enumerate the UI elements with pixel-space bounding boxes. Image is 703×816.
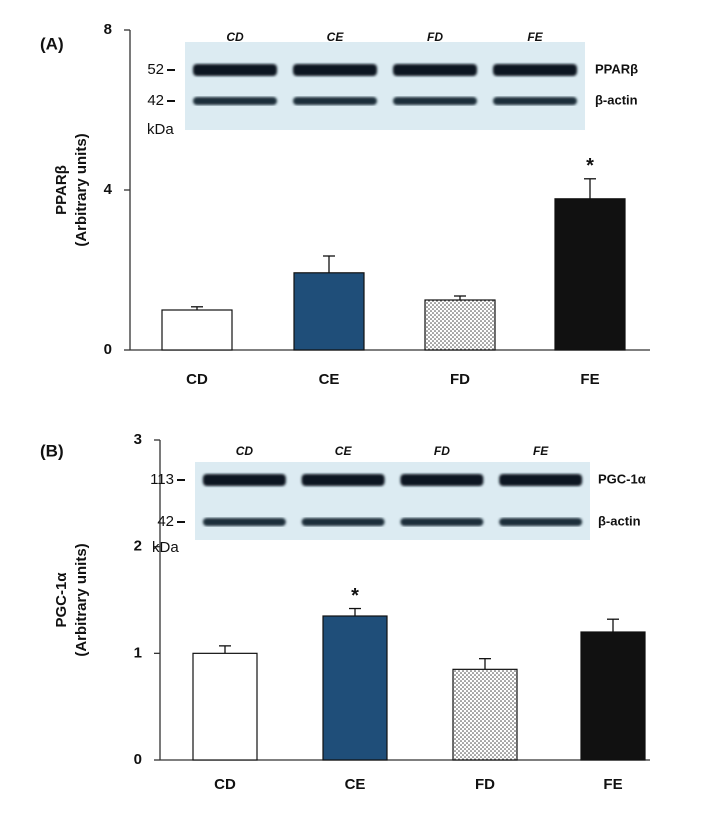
x-tick-label: CE — [319, 371, 340, 388]
blot-lane-label: FD — [434, 444, 450, 458]
blot-band — [193, 64, 277, 76]
blot-band — [400, 474, 484, 486]
bar — [554, 198, 626, 351]
blot-lane-label: CE — [327, 30, 345, 44]
blot-unit: kDa — [147, 121, 174, 138]
blot-band — [493, 97, 577, 105]
panel-label: (A) — [40, 34, 64, 53]
blot-band — [499, 474, 583, 486]
bar — [293, 272, 365, 351]
y-tick-label: 2 — [134, 538, 142, 555]
blot-unit: kDa — [152, 539, 179, 556]
error-bar — [349, 607, 361, 616]
blot-marker: 42 — [147, 92, 164, 109]
blot-band — [393, 64, 477, 76]
y-axis-label: (Arbitrary units) — [73, 133, 90, 246]
bar — [322, 615, 388, 761]
y-tick-label: 0 — [134, 751, 142, 768]
blot-band — [293, 97, 377, 105]
blot-band — [193, 97, 277, 105]
blot-band — [301, 518, 385, 526]
blot-lane-label: CD — [236, 444, 254, 458]
error-bar — [191, 306, 203, 310]
y-axis-label: PPARβ — [53, 165, 70, 215]
blot-marker: 113 — [150, 471, 174, 488]
x-tick-label: FE — [603, 776, 622, 793]
blot-lane-label: FE — [533, 444, 549, 458]
error-bar — [219, 645, 231, 654]
blot-band-name: β-actin — [595, 92, 638, 107]
blot-band-name: PGC-1α — [598, 471, 646, 486]
blot-band — [393, 97, 477, 105]
bar — [580, 631, 646, 761]
significance-marker: * — [351, 585, 359, 607]
x-tick-label: FD — [450, 371, 470, 388]
blot-band — [493, 64, 577, 76]
blot-lane-label: FD — [427, 30, 443, 44]
x-tick-label: CD — [214, 776, 236, 793]
blot-band — [400, 518, 484, 526]
blot-band — [202, 518, 286, 526]
blot-marker: 52 — [147, 61, 164, 78]
y-tick-label: 4 — [104, 181, 113, 198]
x-tick-label: FE — [580, 371, 599, 388]
error-bar — [584, 178, 596, 199]
y-tick-label: 1 — [134, 644, 142, 661]
y-axis-label: PGC-1α — [53, 572, 70, 628]
y-tick-label: 0 — [104, 341, 112, 358]
blot-image — [195, 462, 590, 540]
blot-band — [301, 474, 385, 486]
blot-marker: 42 — [157, 513, 174, 530]
error-bar — [479, 658, 491, 670]
blot-band — [202, 474, 286, 486]
panel-label: (B) — [40, 441, 64, 460]
blot-lane-label: CD — [226, 30, 244, 44]
x-tick-label: CD — [186, 371, 208, 388]
bar — [192, 652, 258, 761]
y-axis-label: (Arbitrary units) — [73, 543, 90, 656]
error-bar — [607, 618, 619, 632]
error-bar — [454, 295, 466, 300]
x-tick-label: FD — [475, 776, 495, 793]
y-tick-label: 8 — [104, 21, 112, 38]
blot-band-name: PPARβ — [595, 61, 638, 76]
blot-lane-label: FE — [527, 30, 543, 44]
x-tick-label: CE — [345, 776, 366, 793]
blot-lane-label: CE — [335, 444, 353, 458]
bar — [424, 299, 496, 351]
y-tick-label: 3 — [134, 431, 142, 448]
blot-band — [293, 64, 377, 76]
blot-band — [499, 518, 583, 526]
bar — [161, 309, 233, 351]
error-bar — [323, 255, 335, 273]
blot-band-name: β-actin — [598, 513, 641, 528]
blot-image — [185, 42, 585, 130]
significance-marker: * — [586, 155, 594, 177]
bar — [452, 668, 518, 761]
